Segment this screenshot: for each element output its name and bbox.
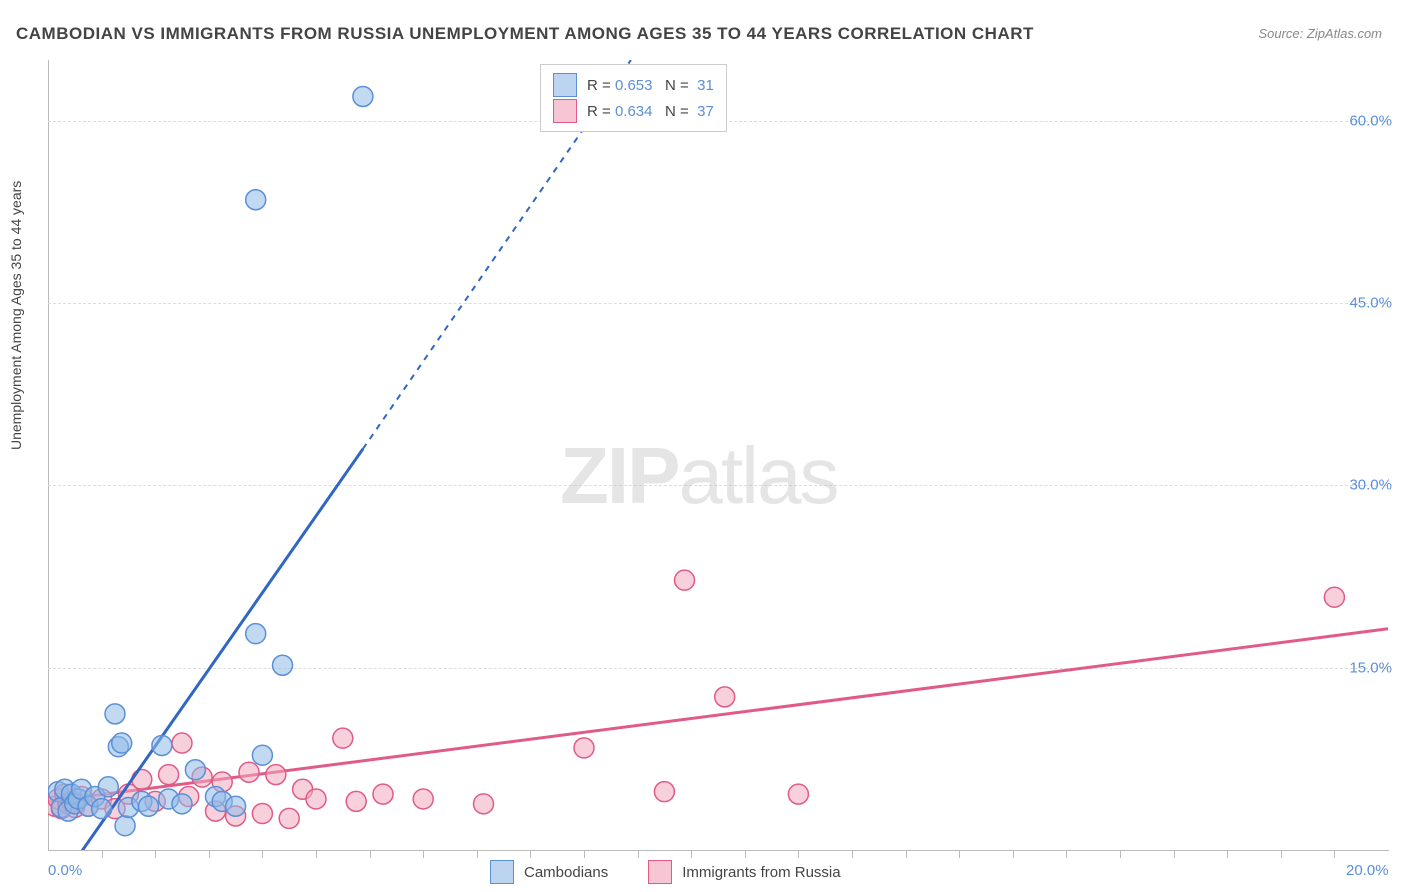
data-point: [788, 784, 808, 804]
x-tick: [316, 850, 317, 858]
data-point: [252, 745, 272, 765]
data-point: [413, 789, 433, 809]
x-tick: [1281, 850, 1282, 858]
x-tick: [1334, 850, 1335, 858]
x-tick: [477, 850, 478, 858]
legend-row: R = 0.634 N = 37: [553, 99, 714, 123]
data-point: [279, 808, 299, 828]
data-point: [159, 765, 179, 785]
legend-label: Cambodians: [524, 864, 608, 881]
x-tick: [1174, 850, 1175, 858]
data-point: [105, 704, 125, 724]
data-point: [373, 784, 393, 804]
x-tick: [745, 850, 746, 858]
x-tick: [370, 850, 371, 858]
data-point: [346, 791, 366, 811]
legend-stats: R = 0.634 N = 37: [587, 103, 714, 120]
data-point: [353, 86, 373, 106]
x-tick: [262, 850, 263, 858]
x-tick: [155, 850, 156, 858]
data-point: [715, 687, 735, 707]
series-legend: Cambodians Immigrants from Russia: [490, 860, 881, 884]
x-tick: [959, 850, 960, 858]
data-point: [246, 624, 266, 644]
legend-item: Cambodians: [490, 860, 608, 884]
data-point: [574, 738, 594, 758]
legend-stats: R = 0.653 N = 31: [587, 77, 714, 94]
data-point: [306, 789, 326, 809]
x-tick: [852, 850, 853, 858]
data-point: [132, 770, 152, 790]
x-tick: [423, 850, 424, 858]
data-point: [675, 570, 695, 590]
x-tick: [584, 850, 585, 858]
x-tick: [102, 850, 103, 858]
chart-title: CAMBODIAN VS IMMIGRANTS FROM RUSSIA UNEM…: [16, 24, 1034, 44]
source-attribution: Source: ZipAtlas.com: [1258, 26, 1382, 41]
x-tick: [798, 850, 799, 858]
x-tick-label: 0.0%: [48, 862, 82, 879]
data-point: [92, 799, 112, 819]
data-point: [474, 794, 494, 814]
data-point: [185, 760, 205, 780]
x-tick: [1013, 850, 1014, 858]
data-point: [654, 782, 674, 802]
x-tick: [1227, 850, 1228, 858]
x-tick: [1066, 850, 1067, 858]
data-point: [172, 794, 192, 814]
legend-item: Immigrants from Russia: [648, 860, 840, 884]
correlation-legend: R = 0.653 N = 31 R = 0.634 N = 37: [540, 64, 727, 132]
data-point: [115, 816, 135, 836]
legend-swatch: [553, 99, 577, 123]
data-point: [273, 655, 293, 675]
x-tick: [691, 850, 692, 858]
legend-swatch: [490, 860, 514, 884]
data-point: [139, 796, 159, 816]
data-point: [152, 735, 172, 755]
x-tick: [1120, 850, 1121, 858]
x-tick: [906, 850, 907, 858]
data-point: [1324, 587, 1344, 607]
y-axis-label: Unemployment Among Ages 35 to 44 years: [8, 181, 24, 450]
legend-swatch: [553, 73, 577, 97]
legend-label: Immigrants from Russia: [682, 864, 840, 881]
data-point: [239, 762, 259, 782]
legend-row: R = 0.653 N = 31: [553, 73, 714, 97]
data-point: [172, 733, 192, 753]
data-point: [252, 804, 272, 824]
scatter-plot-svg: [48, 60, 1388, 850]
x-tick-label: 20.0%: [1346, 862, 1389, 879]
x-tick: [638, 850, 639, 858]
data-point: [226, 796, 246, 816]
data-point: [246, 190, 266, 210]
data-point: [266, 765, 286, 785]
legend-swatch: [648, 860, 672, 884]
x-tick: [209, 850, 210, 858]
data-point: [112, 733, 132, 753]
data-point: [333, 728, 353, 748]
x-tick: [530, 850, 531, 858]
data-point: [98, 777, 118, 797]
